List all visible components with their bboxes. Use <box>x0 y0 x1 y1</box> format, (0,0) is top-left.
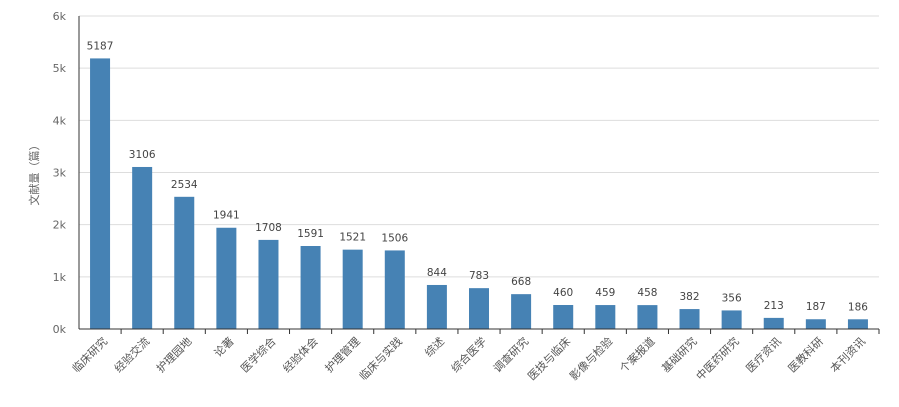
x-tick-label: 医教科研 <box>785 334 826 375</box>
data-label: 356 <box>722 292 742 304</box>
data-label: 668 <box>511 276 531 288</box>
x-tick-label: 论著 <box>211 334 236 359</box>
x-tick-label: 综合医学 <box>448 334 489 375</box>
bar[interactable] <box>763 317 784 329</box>
x-tick-label: 经验体会 <box>280 334 321 375</box>
x-tick-label: 中医药研究 <box>693 334 742 383</box>
data-label: 382 <box>680 291 700 303</box>
bar[interactable] <box>258 239 279 329</box>
x-tick-label: 调查研究 <box>490 334 531 375</box>
data-label: 1506 <box>381 232 408 244</box>
bar[interactable] <box>90 58 111 329</box>
y-tick-label: 1k <box>53 271 67 284</box>
y-tick-label: 0k <box>53 323 67 336</box>
data-label: 783 <box>469 270 489 282</box>
x-tick-label: 临床与实践 <box>356 334 405 383</box>
bar[interactable] <box>342 249 363 329</box>
data-label: 1708 <box>255 222 282 234</box>
x-tick-label: 本刊资讯 <box>827 334 868 375</box>
grid-lines <box>79 15 879 278</box>
y-tick-label: 6k <box>53 10 67 23</box>
x-tick-label: 影像与检验 <box>567 334 616 383</box>
x-tick-label: 医学综合 <box>238 334 279 375</box>
y-axis-title: 文献量（篇） <box>27 140 41 206</box>
data-label: 3106 <box>129 149 156 161</box>
y-tick-label: 3k <box>53 167 67 180</box>
data-label: 213 <box>764 300 784 312</box>
bar[interactable] <box>847 319 868 329</box>
bar[interactable] <box>216 227 237 329</box>
data-label: 2534 <box>171 179 198 191</box>
bar[interactable] <box>384 250 405 329</box>
bar[interactable] <box>426 284 447 329</box>
x-tick-label: 医疗资讯 <box>743 334 784 375</box>
data-label: 1591 <box>297 228 324 240</box>
data-label: 187 <box>806 301 826 313</box>
bar[interactable] <box>174 196 195 329</box>
bar[interactable] <box>679 309 700 329</box>
x-tick-label: 综述 <box>422 334 447 359</box>
x-tick-label: 个案报道 <box>617 334 658 375</box>
bar[interactable] <box>721 310 742 329</box>
bar[interactable] <box>511 294 532 329</box>
x-tick-label: 经验交流 <box>111 334 152 375</box>
y-tick-label: 2k <box>53 219 67 232</box>
bar[interactable] <box>595 305 616 329</box>
bar[interactable] <box>300 246 321 329</box>
bar[interactable] <box>553 305 574 329</box>
data-label: 5187 <box>87 40 114 52</box>
x-tick-label: 护理园地 <box>153 334 194 375</box>
x-tick-label: 临床研究 <box>69 334 110 375</box>
y-axis-ticks: 0k 1k 2k 3k 4k 5k 6k <box>53 10 67 336</box>
data-label: 1521 <box>339 232 366 244</box>
data-label: 458 <box>637 287 657 299</box>
bar[interactable] <box>805 319 826 329</box>
data-label: 459 <box>595 287 615 299</box>
x-tick-label: 护理管理 <box>322 334 363 375</box>
data-label: 460 <box>553 287 573 299</box>
x-tick-label: 基础研究 <box>659 334 700 375</box>
bar[interactable] <box>637 305 658 329</box>
bar[interactable] <box>132 166 153 329</box>
data-label: 844 <box>427 267 447 279</box>
y-tick-label: 4k <box>53 114 67 127</box>
x-tick-label: 医技与临床 <box>525 334 574 383</box>
data-label: 1941 <box>213 210 240 222</box>
data-labels: 5187 3106 2534 1941 1708 1591 1521 1506 844 783 66… <box>87 40 869 313</box>
bars <box>90 58 868 329</box>
bar[interactable] <box>469 288 489 329</box>
data-label: 186 <box>848 301 868 313</box>
y-tick-label: 5k <box>53 62 67 75</box>
